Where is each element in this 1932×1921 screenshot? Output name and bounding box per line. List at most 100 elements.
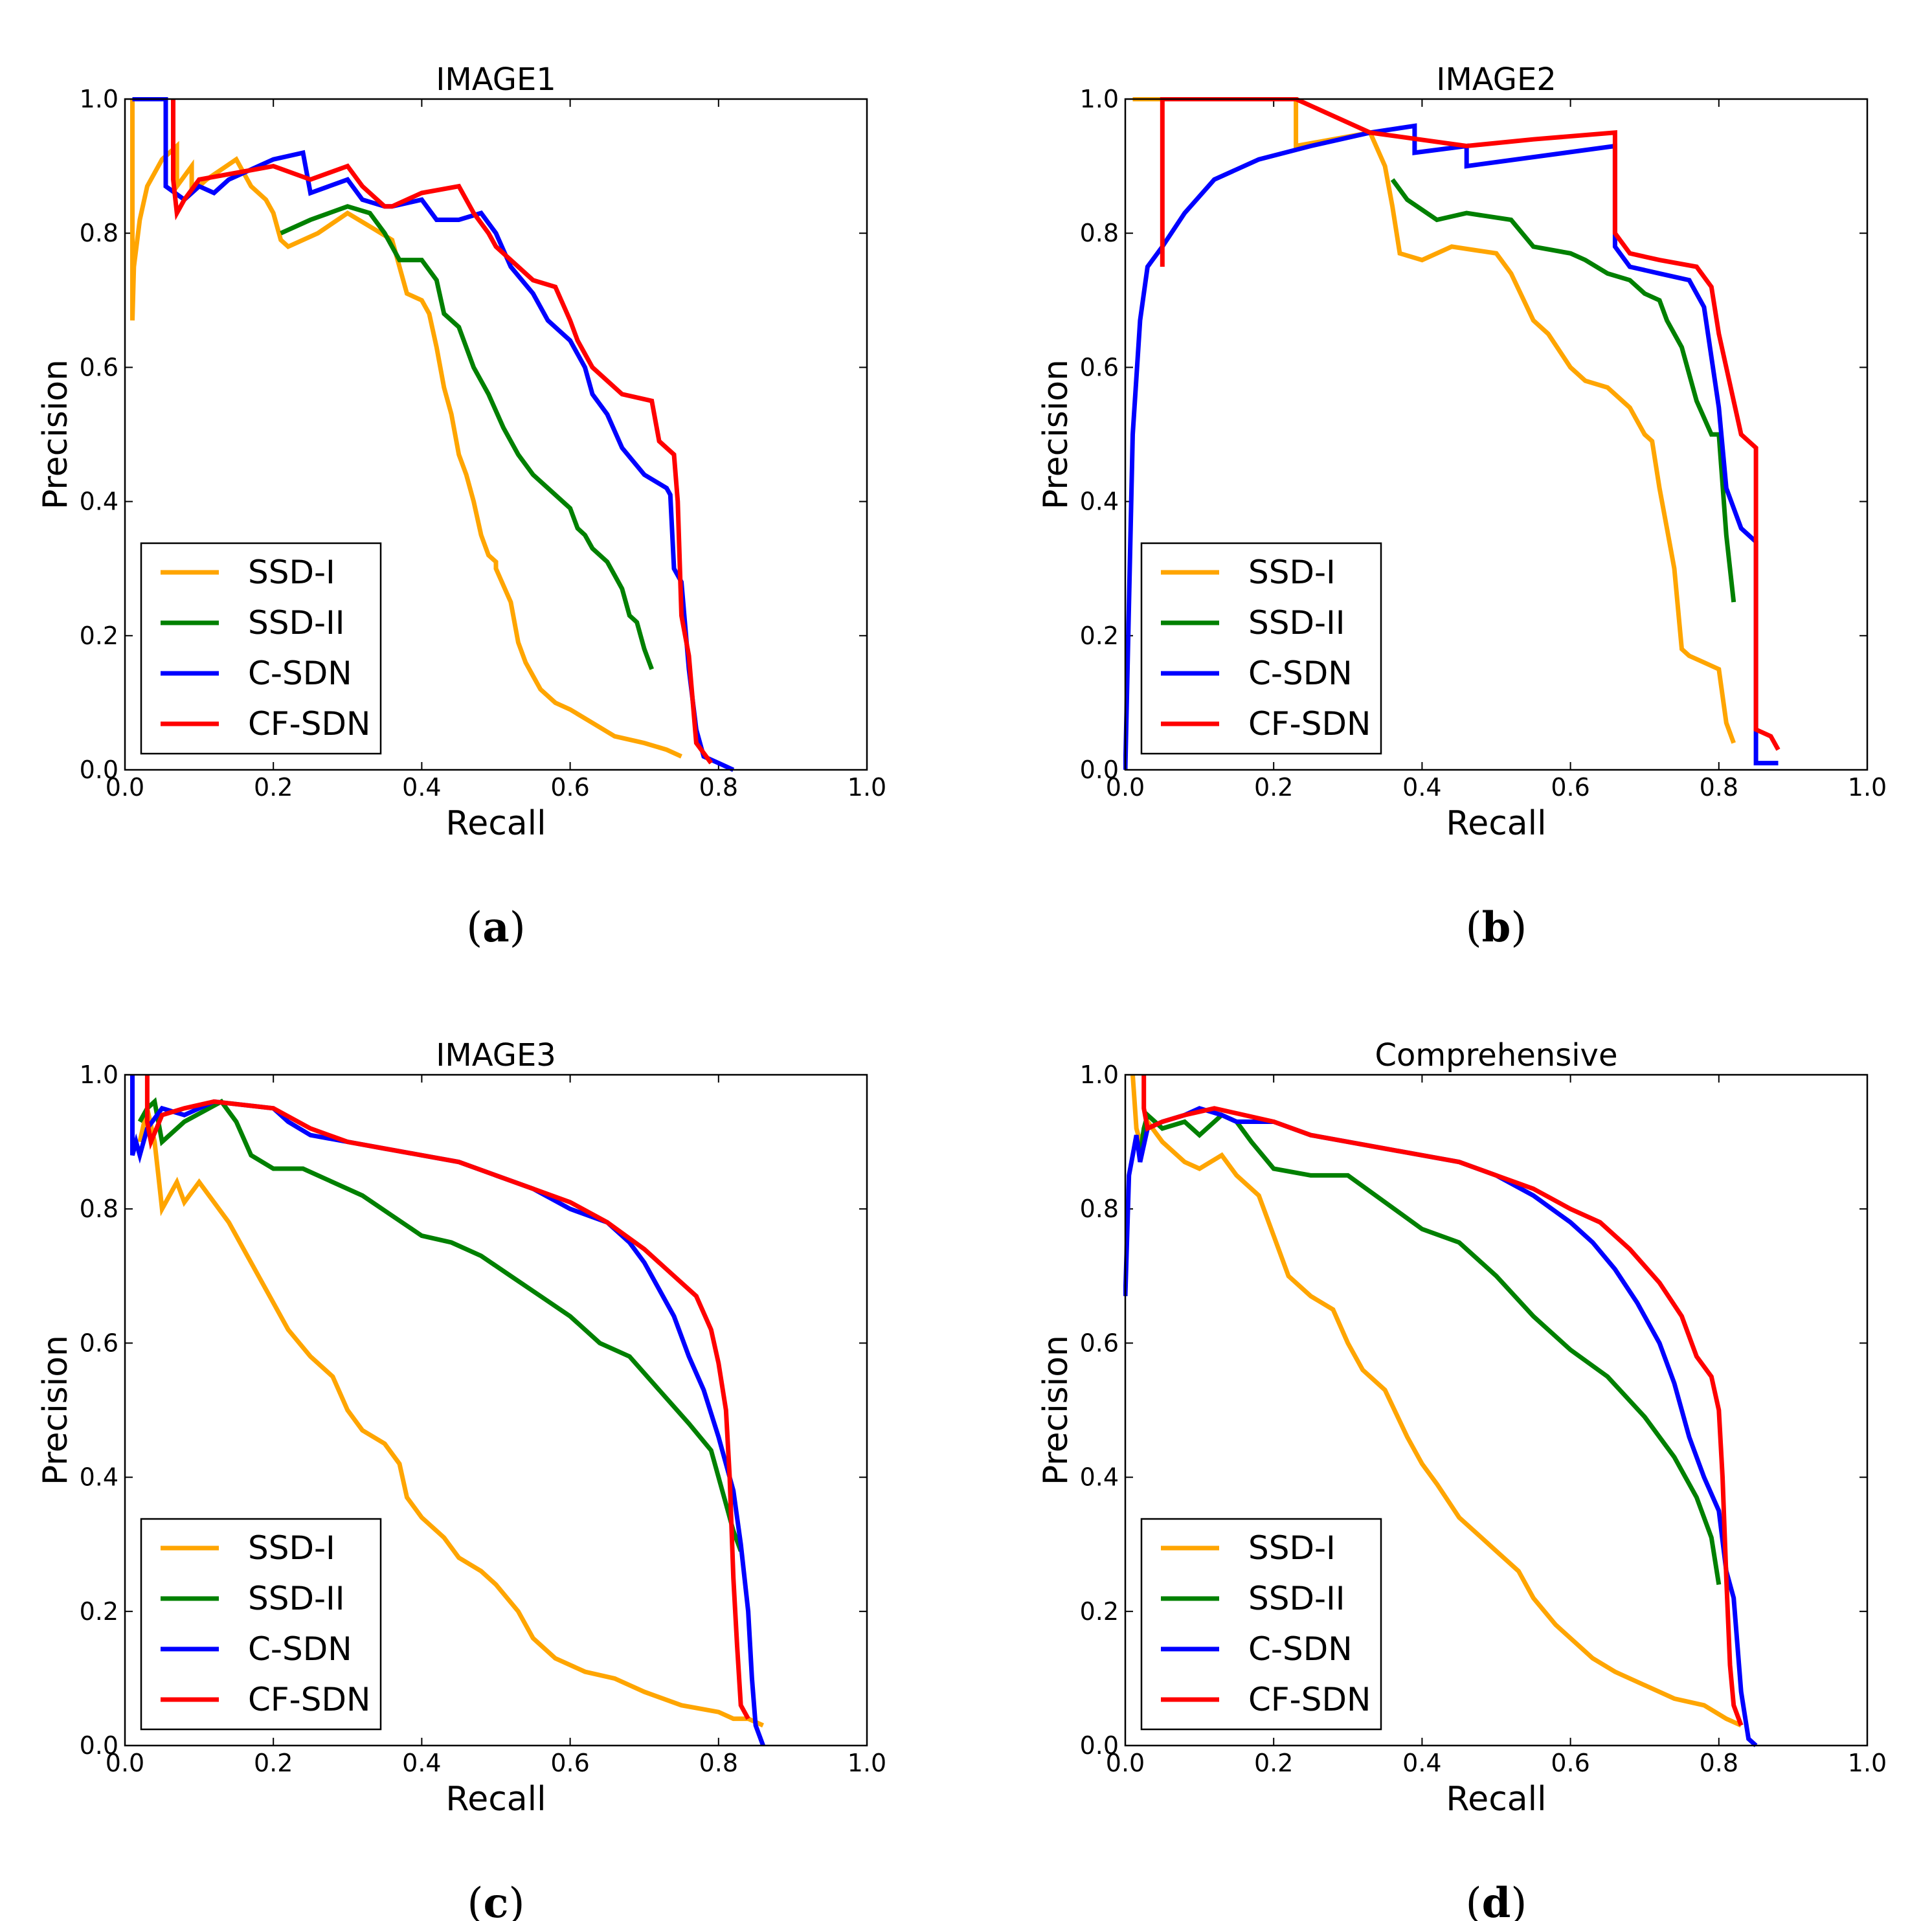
y-tick-label: 0.0 (1080, 756, 1119, 784)
series-line-c-sdn (132, 97, 735, 772)
x-tick-label: 0.6 (550, 773, 589, 802)
y-tick-label: 0.8 (80, 1195, 118, 1223)
x-tick-label: 0.2 (254, 1749, 293, 1777)
y-tick-label: 1.0 (1080, 1061, 1119, 1089)
x-tick-label: 0.0 (1106, 1749, 1145, 1777)
series-line-cf-sdn (1141, 1075, 1744, 1727)
y-axis-label: Precision (1037, 359, 1075, 510)
chart-title: Comprehensive (1375, 1037, 1618, 1073)
y-tick-label: 0.8 (80, 219, 118, 247)
x-axis-label: Recall (445, 804, 546, 843)
legend-box (1140, 542, 1382, 755)
chart-panel-2: IMAGE2 0.0 0.2 0.4 0.6 0.8 1.0 0.0 0.2 0.4 0.6 0.8 1… (1037, 62, 1887, 952)
y-axis-label: Precision (36, 359, 75, 510)
x-tick-label: 0.6 (1551, 773, 1589, 802)
curves (130, 1075, 765, 1747)
legend-label: SSD-I (1248, 1529, 1336, 1567)
curves (130, 97, 735, 772)
series-line-ssd-ii (137, 1097, 743, 1552)
panel-caption: (b) (1466, 903, 1527, 952)
caption-close-paren: ) (510, 904, 526, 952)
y-tick-label: 0.6 (80, 353, 118, 381)
series-line-ssd-ii (1390, 178, 1736, 603)
plot-frame (124, 98, 868, 771)
legend-label: SSD-II (248, 604, 345, 642)
y-tick-label: 0.6 (1080, 1329, 1119, 1357)
legend-label: SSD-II (1248, 604, 1345, 642)
x-tick-label: 0.6 (550, 1749, 589, 1777)
y-tick-label: 0.2 (80, 1597, 118, 1626)
x-tick-label: 0.0 (106, 1749, 144, 1777)
x-axis-label: Recall (1446, 804, 1546, 843)
y-tick-label: 1.0 (80, 85, 118, 113)
legend-box (1140, 1518, 1382, 1731)
chart-title: IMAGE1 (436, 62, 556, 98)
x-tick-label: 1.0 (848, 773, 886, 802)
curves (1123, 1074, 1758, 1747)
legend-label: C-SDN (1248, 1630, 1353, 1668)
y-tick-label: 0.6 (80, 1329, 118, 1357)
caption-open-paren: ( (1466, 1880, 1482, 1921)
y-tick-label: 0.8 (1080, 219, 1119, 247)
series-line-cf-sdn (171, 99, 713, 765)
legend-label: CF-SDN (248, 705, 370, 743)
x-tick-label: 0.8 (699, 1749, 738, 1777)
x-tick-label: 1.0 (848, 1749, 886, 1777)
legend-box (140, 1518, 382, 1731)
x-tick-label: 0.6 (1551, 1749, 1589, 1777)
legend-label: SSD-II (248, 1580, 345, 1617)
legend-label: CF-SDN (1248, 1681, 1371, 1718)
x-tick-label: 0.0 (1106, 773, 1145, 802)
chart-panel-1: IMAGE1 0.0 0.2 0.4 0.6 0.8 1.0 0.0 0.2 0.4 0.6 0.8 1… (36, 62, 886, 952)
caption-close-paren: ) (508, 1880, 524, 1921)
series-line-ssd-i (137, 1108, 765, 1728)
series-line-ssd-i (1132, 97, 1736, 744)
x-tick-label: 0.8 (699, 773, 738, 802)
y-tick-label: 0.2 (1080, 1597, 1119, 1626)
y-tick-label: 0.4 (1080, 1463, 1119, 1492)
y-tick-label: 0.2 (80, 622, 118, 650)
caption-close-paren: ) (1511, 904, 1527, 952)
x-tick-label: 0.4 (402, 1749, 441, 1777)
panel-caption: (a) (466, 903, 525, 952)
x-tick-label: 0.4 (1402, 773, 1441, 802)
panel-caption: (c) (467, 1879, 525, 1921)
legend-label: SSD-II (1248, 1580, 1345, 1617)
y-tick-label: 0.0 (80, 756, 118, 784)
caption-letter: c (484, 1879, 509, 1921)
y-tick-label: 0.4 (1080, 488, 1119, 516)
plot-frame (124, 1073, 868, 1747)
chart-panel-3: IMAGE3 0.0 0.2 0.4 0.6 0.8 1.0 0.0 0.2 0.4 0.6 0.8 1… (36, 1037, 886, 1921)
plot-frame (1124, 1073, 1869, 1747)
x-tick-label: 0.8 (1700, 773, 1738, 802)
legend-label: C-SDN (248, 1630, 352, 1668)
y-axis-label: Precision (1037, 1335, 1075, 1485)
x-tick-label: 1.0 (1848, 1749, 1887, 1777)
x-axis-label: Recall (1446, 1780, 1546, 1819)
chart-title: IMAGE3 (436, 1037, 556, 1073)
x-tick-label: 0.4 (1402, 1749, 1441, 1777)
plot-frame (1124, 98, 1869, 771)
y-tick-label: 0.6 (1080, 353, 1119, 381)
y-tick-label: 1.0 (80, 1061, 118, 1089)
x-tick-label: 1.0 (1848, 773, 1887, 802)
series-line-ssd-i (130, 99, 682, 759)
x-axis-label: Recall (445, 1780, 546, 1819)
caption-letter: d (1482, 1879, 1511, 1921)
y-tick-label: 0.0 (80, 1731, 118, 1760)
y-tick-label: 0.8 (1080, 1195, 1119, 1223)
legend-label: CF-SDN (248, 1681, 370, 1718)
series-line-ssd-i (1130, 1074, 1742, 1728)
legend-box (140, 542, 382, 755)
caption-close-paren: ) (1511, 1880, 1527, 1921)
legend-label: SSD-I (248, 554, 335, 591)
curves (1123, 97, 1780, 770)
legend-label: C-SDN (1248, 655, 1353, 692)
chart-title: IMAGE2 (1436, 62, 1556, 98)
caption-open-paren: ( (466, 904, 482, 952)
series-line-c-sdn (1123, 123, 1779, 770)
legend-label: SSD-I (248, 1529, 335, 1567)
x-tick-label: 0.2 (1254, 773, 1293, 802)
y-tick-label: 0.0 (1080, 1731, 1119, 1760)
